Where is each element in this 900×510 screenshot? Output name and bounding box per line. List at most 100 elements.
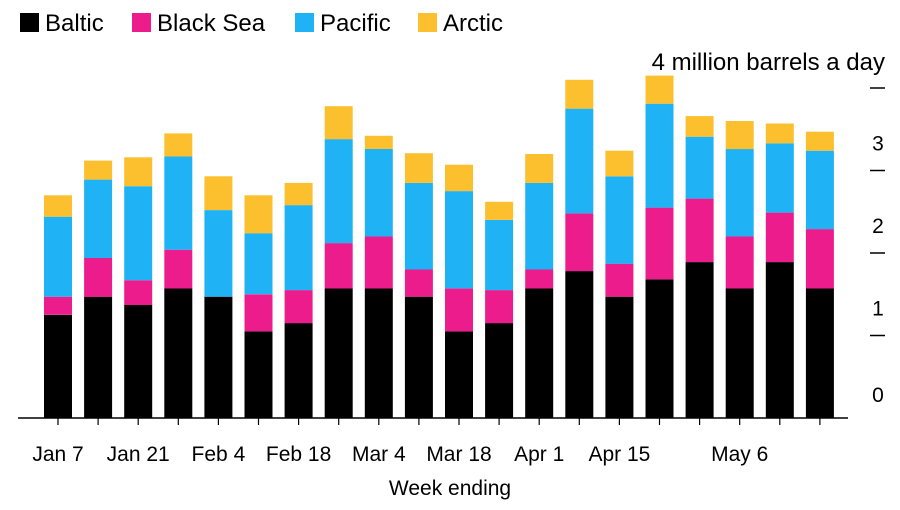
bar-segment-black-sea (244, 294, 273, 332)
bar-segment-arctic (204, 176, 233, 211)
x-tick-label: Apr 1 (514, 443, 564, 466)
legend-label: Pacific (320, 10, 391, 37)
bar-stack (525, 154, 554, 418)
x-tick-label: May 6 (711, 443, 768, 466)
bar-stack (124, 157, 153, 418)
bar-segment-baltic (605, 296, 634, 418)
unit-label: 4 million barrels a day (652, 49, 885, 76)
bar-segment-baltic (645, 279, 674, 418)
bar-segment-baltic (324, 288, 353, 418)
bar-stack (244, 195, 273, 418)
bar-segment-black-sea (44, 296, 72, 315)
bar-segment-arctic (805, 131, 834, 151)
bar-segment-pacific (124, 186, 153, 281)
bar-segment-arctic (605, 150, 634, 177)
x-tick-label: Feb 18 (266, 443, 331, 466)
x-tick-label: Feb 4 (192, 443, 246, 466)
x-tick-label: Jan 7 (32, 443, 83, 466)
bar-stack (44, 195, 72, 418)
bar-stack (605, 150, 634, 418)
bar-segment-arctic (525, 154, 554, 183)
bar-segment-black-sea (645, 207, 674, 280)
bar-stack (485, 201, 514, 418)
bar-segment-arctic (124, 157, 153, 187)
bar-stack (284, 182, 313, 418)
bar-segment-baltic (244, 331, 273, 418)
bar-segment-pacific (404, 182, 433, 270)
bar-segment-pacific (805, 150, 834, 230)
bar-segment-pacific (204, 210, 233, 297)
bar-segment-black-sea (84, 258, 113, 297)
bar-stack (725, 121, 754, 418)
legend-label: Baltic (45, 10, 104, 37)
bar-segment-arctic (565, 79, 594, 109)
bar-stack (645, 75, 674, 418)
bar-stack (84, 160, 113, 418)
bar-segment-pacific (44, 216, 72, 297)
bar-segment-pacific (164, 156, 193, 250)
bar-segment-baltic (485, 323, 514, 418)
bar-segment-black-sea (805, 229, 834, 289)
y-tick-label: 3 (872, 133, 884, 156)
bar-segment-baltic (525, 288, 554, 418)
y-tick-label: 0 (872, 384, 884, 407)
y-axis: 0 1 2 3 (870, 87, 885, 407)
x-axis-label: Week ending (389, 477, 511, 500)
bar-segment-arctic (685, 116, 714, 137)
bar-stack (805, 131, 834, 418)
legend-swatch (295, 13, 314, 32)
x-tick-label: Mar 4 (352, 443, 406, 466)
bar-segment-arctic (445, 164, 473, 192)
bar-segment-baltic (124, 305, 153, 418)
legend-item-arctic: Arctic (418, 10, 503, 37)
bar-segment-pacific (725, 149, 754, 237)
bar-stack (445, 164, 473, 418)
bar-segment-pacific (284, 205, 313, 291)
legend-swatch (418, 13, 437, 32)
bar-segment-black-sea (485, 290, 514, 324)
legend-item-black-sea: Black Sea (132, 10, 266, 37)
x-tick-label: Apr 15 (588, 443, 650, 466)
bar-segment-pacific (525, 182, 554, 270)
legend-swatch (132, 13, 151, 32)
bar-segment-arctic (404, 153, 433, 183)
bar-segment-arctic (164, 133, 193, 157)
bar-segment-arctic (284, 182, 313, 206)
bar-segment-pacific (445, 191, 473, 289)
bar-segment-black-sea (284, 290, 313, 324)
bar-segment-arctic (364, 135, 393, 149)
bar-segment-black-sea (685, 198, 714, 263)
bar-segment-black-sea (525, 269, 554, 289)
x-tick-label: Mar 18 (426, 443, 491, 466)
bar-segment-pacific (685, 136, 714, 199)
bar-segment-pacific (765, 143, 794, 213)
x-tick-label: Jan 21 (107, 443, 170, 466)
legend-item-baltic: Baltic (20, 10, 104, 37)
bar-segment-black-sea (725, 236, 754, 289)
bar-segment-black-sea (124, 280, 153, 305)
bar-segment-black-sea (605, 263, 634, 297)
bar-segment-pacific (485, 220, 514, 291)
bar-segment-pacific (364, 149, 393, 237)
bar-segment-pacific (565, 108, 594, 214)
bar-stack (364, 135, 393, 418)
bar-segment-black-sea (404, 269, 433, 297)
bar-stack (765, 123, 794, 418)
bar-segment-baltic (164, 288, 193, 418)
y-tick-label: 1 (872, 298, 884, 321)
bar-segment-baltic (445, 331, 473, 418)
legend-label: Arctic (443, 10, 503, 37)
bar-segment-pacific (605, 176, 634, 264)
bar-segment-baltic (284, 323, 313, 418)
bars (44, 75, 834, 418)
bar-segment-arctic (44, 195, 72, 217)
bar-stack (164, 133, 193, 418)
y-tick-label: 2 (872, 215, 884, 238)
legend-swatch (20, 13, 39, 32)
legend-label: Black Sea (157, 10, 266, 37)
bar-segment-pacific (645, 103, 674, 208)
bar-segment-black-sea (324, 243, 353, 289)
bar-segment-baltic (565, 271, 594, 418)
bar-segment-baltic (685, 262, 714, 418)
